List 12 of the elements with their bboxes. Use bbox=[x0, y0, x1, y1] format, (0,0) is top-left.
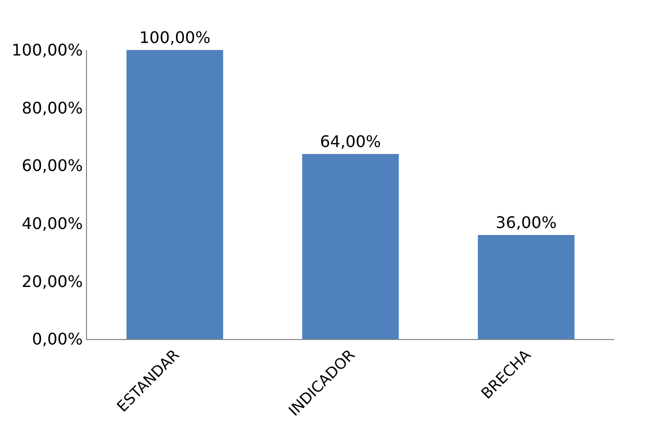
bar bbox=[126, 50, 224, 339]
y-tick-label: 60,00% bbox=[22, 156, 83, 176]
y-tick-label: 20,00% bbox=[22, 272, 83, 291]
y-tick-label: 100,00% bbox=[12, 40, 83, 60]
data-label: 64,00% bbox=[320, 132, 382, 152]
y-tick-label: 80,00% bbox=[22, 98, 83, 118]
bar bbox=[302, 154, 399, 339]
bar bbox=[478, 234, 574, 339]
y-tick-label: 40,00% bbox=[22, 214, 83, 233]
data-label: 36,00% bbox=[496, 212, 557, 232]
y-tick-label: 0,00% bbox=[32, 330, 83, 349]
data-label: 100,00% bbox=[139, 28, 210, 47]
